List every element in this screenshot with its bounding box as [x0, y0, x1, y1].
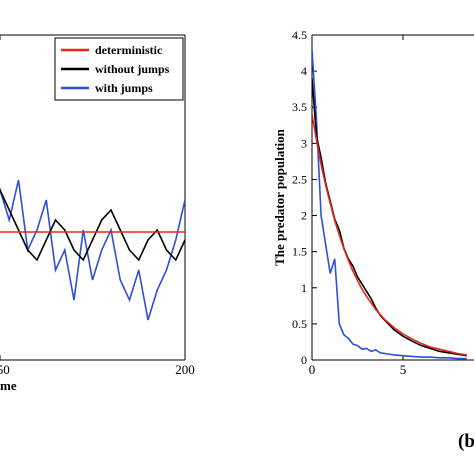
y-tick-label: 4 — [301, 64, 307, 78]
y-tick-label: 4.5 — [292, 28, 307, 42]
data-line — [312, 78, 467, 357]
y-tick-label: 3.5 — [292, 100, 307, 114]
x-tick-label: 5 — [400, 362, 407, 377]
panel-label: (b — [458, 431, 474, 452]
data-line — [0, 179, 185, 321]
legend-label: deterministic — [95, 43, 163, 57]
plot-area — [312, 49, 467, 360]
data-line — [0, 188, 185, 262]
data-line — [312, 114, 467, 356]
y-tick-label: 1.5 — [292, 245, 307, 259]
x-tick-label: 200 — [175, 362, 195, 377]
y-tick-label: 1 — [301, 281, 307, 295]
legend-label: with jumps — [95, 81, 153, 95]
x-tick-label: 0 — [309, 362, 316, 377]
y-tick-label: 3 — [301, 136, 307, 150]
legend-label: without jumps — [95, 62, 170, 76]
y-tick-label: 0 — [301, 353, 307, 367]
plot-area — [0, 179, 185, 321]
x-tick-label: 150 — [0, 362, 10, 377]
y-tick-label: 2.5 — [292, 172, 307, 186]
y-axis-label: The predator population — [272, 128, 287, 266]
data-line — [312, 49, 467, 360]
x-axis-label: me — [0, 378, 17, 393]
y-tick-label: 2 — [301, 209, 307, 223]
y-tick-label: 0.5 — [292, 317, 307, 331]
